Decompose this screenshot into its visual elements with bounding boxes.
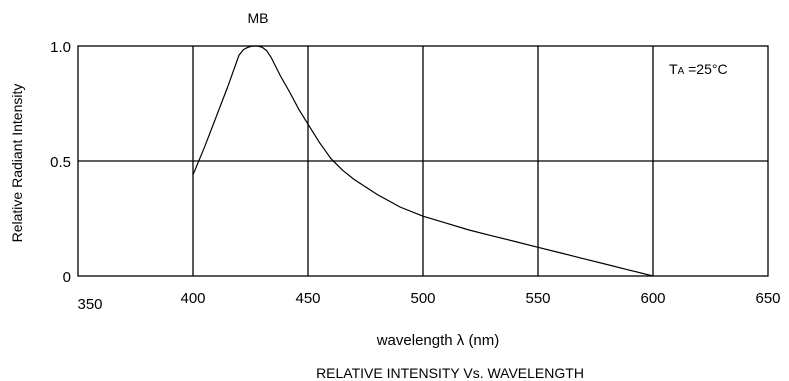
grid — [78, 46, 768, 276]
temperature-annotation-value: =25°C — [684, 61, 727, 77]
y-axis-label: Relative Radiant Intensity — [9, 84, 25, 243]
x-tick-label-350: 350 — [77, 296, 102, 313]
y-tick-label-0.5: 0.5 — [50, 154, 71, 171]
x-axis-label: wavelength λ (nm) — [376, 332, 500, 349]
temperature-annotation-subscript: A — [678, 66, 685, 77]
x-tick-label-400: 400 — [180, 290, 205, 307]
series-label: MB — [248, 10, 269, 26]
temperature-annotation: TA =25°C — [669, 61, 728, 77]
temperature-annotation-prefix: T — [669, 61, 678, 77]
y-tick-label-1.0: 1.0 — [50, 39, 71, 56]
x-tick-label-650: 650 — [755, 290, 780, 307]
series-line-mb — [192, 45, 654, 277]
x-tick-label-450: 450 — [295, 290, 320, 307]
x-tick-label-550: 550 — [525, 290, 550, 307]
y-tick-label-0: 0 — [63, 269, 71, 286]
x-tick-label-500: 500 — [410, 290, 435, 307]
x-tick-label-600: 600 — [640, 290, 665, 307]
chart-title: RELATIVE INTENSITY Vs. WAVELENGTH — [316, 365, 584, 381]
y-tick-labels: 0 0.5 1.0 — [50, 39, 71, 286]
x-tick-labels: 350 400 450 500 550 600 650 — [77, 290, 780, 313]
plot-frame — [77, 45, 769, 277]
